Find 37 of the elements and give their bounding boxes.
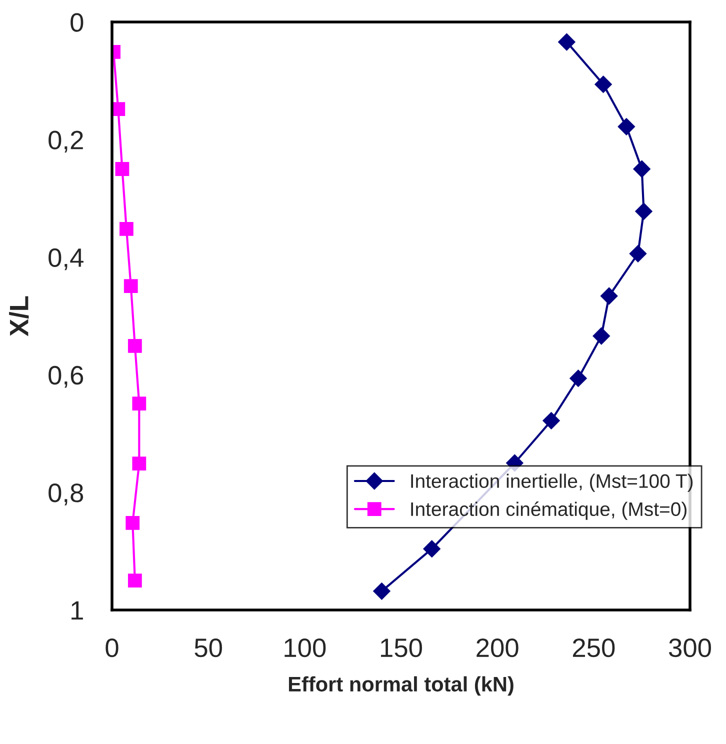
point — [558, 33, 576, 51]
point — [618, 118, 635, 136]
point — [128, 574, 142, 588]
point — [126, 516, 140, 530]
y-tick-label: 0,6 — [48, 366, 84, 388]
point — [115, 162, 130, 176]
x-tick-label: 150 — [381, 638, 422, 658]
y-tick-label: 0 — [70, 13, 84, 32]
point — [600, 287, 618, 305]
x-tick-label: 250 — [572, 638, 615, 658]
x-tick-label: 100 — [284, 638, 326, 658]
y-axis-title: X/L — [9, 296, 29, 336]
point — [592, 327, 610, 345]
x-tick-label: 200 — [476, 638, 518, 658]
x-tick-label: 300 — [668, 638, 711, 658]
point — [120, 222, 134, 236]
x-tick-label: 0 — [106, 638, 118, 658]
point — [635, 202, 652, 220]
y-tick-label: 1 — [72, 601, 83, 620]
point — [132, 456, 146, 471]
point — [629, 245, 647, 262]
y-tick-label: 0,8 — [48, 484, 84, 506]
point — [132, 396, 146, 411]
y-tick-label: 0,2 — [48, 130, 83, 153]
point — [423, 540, 440, 558]
point — [542, 412, 560, 430]
point — [128, 339, 142, 353]
legend-label: Interaction inertielle, (Mst=100 T) — [411, 474, 693, 492]
legend-label: Interaction cinématique, (Mst=0) — [411, 502, 686, 520]
y-tick-label: 0,4 — [48, 248, 84, 270]
x-axis-title: Effort normal total (kN) — [288, 676, 514, 696]
x-tick-label: 50 — [194, 638, 222, 658]
point — [124, 279, 138, 293]
point — [373, 582, 390, 600]
point — [570, 370, 587, 387]
point — [594, 76, 612, 93]
point — [633, 160, 650, 178]
